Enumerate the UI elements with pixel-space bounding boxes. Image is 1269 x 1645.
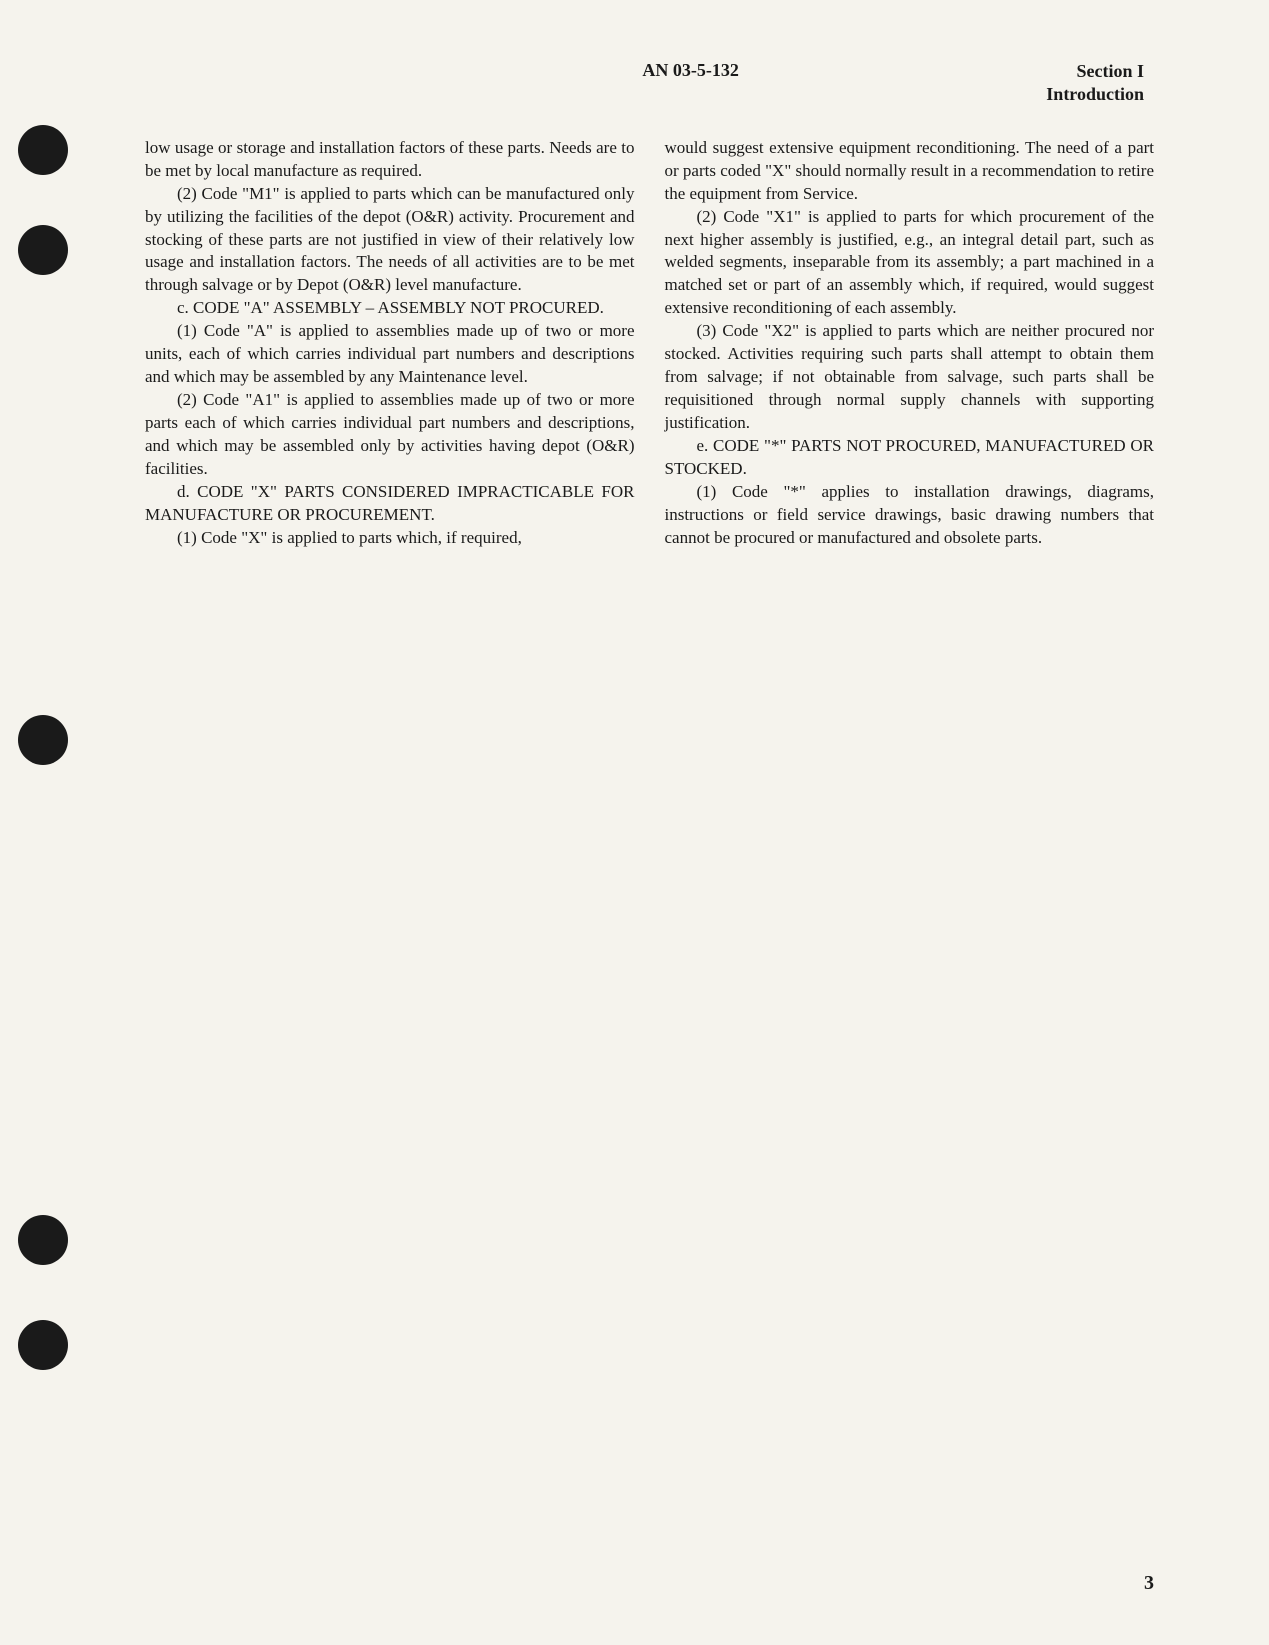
body-content: low usage or storage and installation fa… [145, 137, 1154, 550]
paragraph: c. CODE "A" ASSEMBLY – ASSEMBLY NOT PROC… [145, 297, 635, 320]
section-label: Section I [1046, 60, 1144, 83]
paragraph: would suggest extensive equipment recond… [665, 137, 1155, 206]
section-header: Section I Introduction [1046, 60, 1144, 107]
page-header: AN 03-5-132 Section I Introduction [145, 60, 1154, 107]
paragraph: d. CODE "X" PARTS CONSIDERED IMPRACTICAB… [145, 481, 635, 527]
paragraph: (3) Code "X2" is applied to parts which … [665, 320, 1155, 435]
paragraph: (2) Code "X1" is applied to parts for wh… [665, 206, 1155, 321]
paragraph: (2) Code "M1" is applied to parts which … [145, 183, 635, 298]
paragraph: (1) Code "*" applies to installation dra… [665, 481, 1155, 550]
paragraph: (1) Code "X" is applied to parts which, … [145, 527, 635, 550]
section-title: Introduction [1046, 83, 1144, 106]
paragraph: low usage or storage and installation fa… [145, 137, 635, 183]
page-number: 3 [1144, 1572, 1154, 1595]
paragraph: (1) Code "A" is applied to assemblies ma… [145, 320, 635, 389]
paragraph: (2) Code "A1" is applied to assemblies m… [145, 389, 635, 481]
page-container: AN 03-5-132 Section I Introduction low u… [0, 0, 1269, 1645]
paragraph: e. CODE "*" PARTS NOT PROCURED, MANUFACT… [665, 435, 1155, 481]
document-number: AN 03-5-132 [155, 60, 1046, 107]
